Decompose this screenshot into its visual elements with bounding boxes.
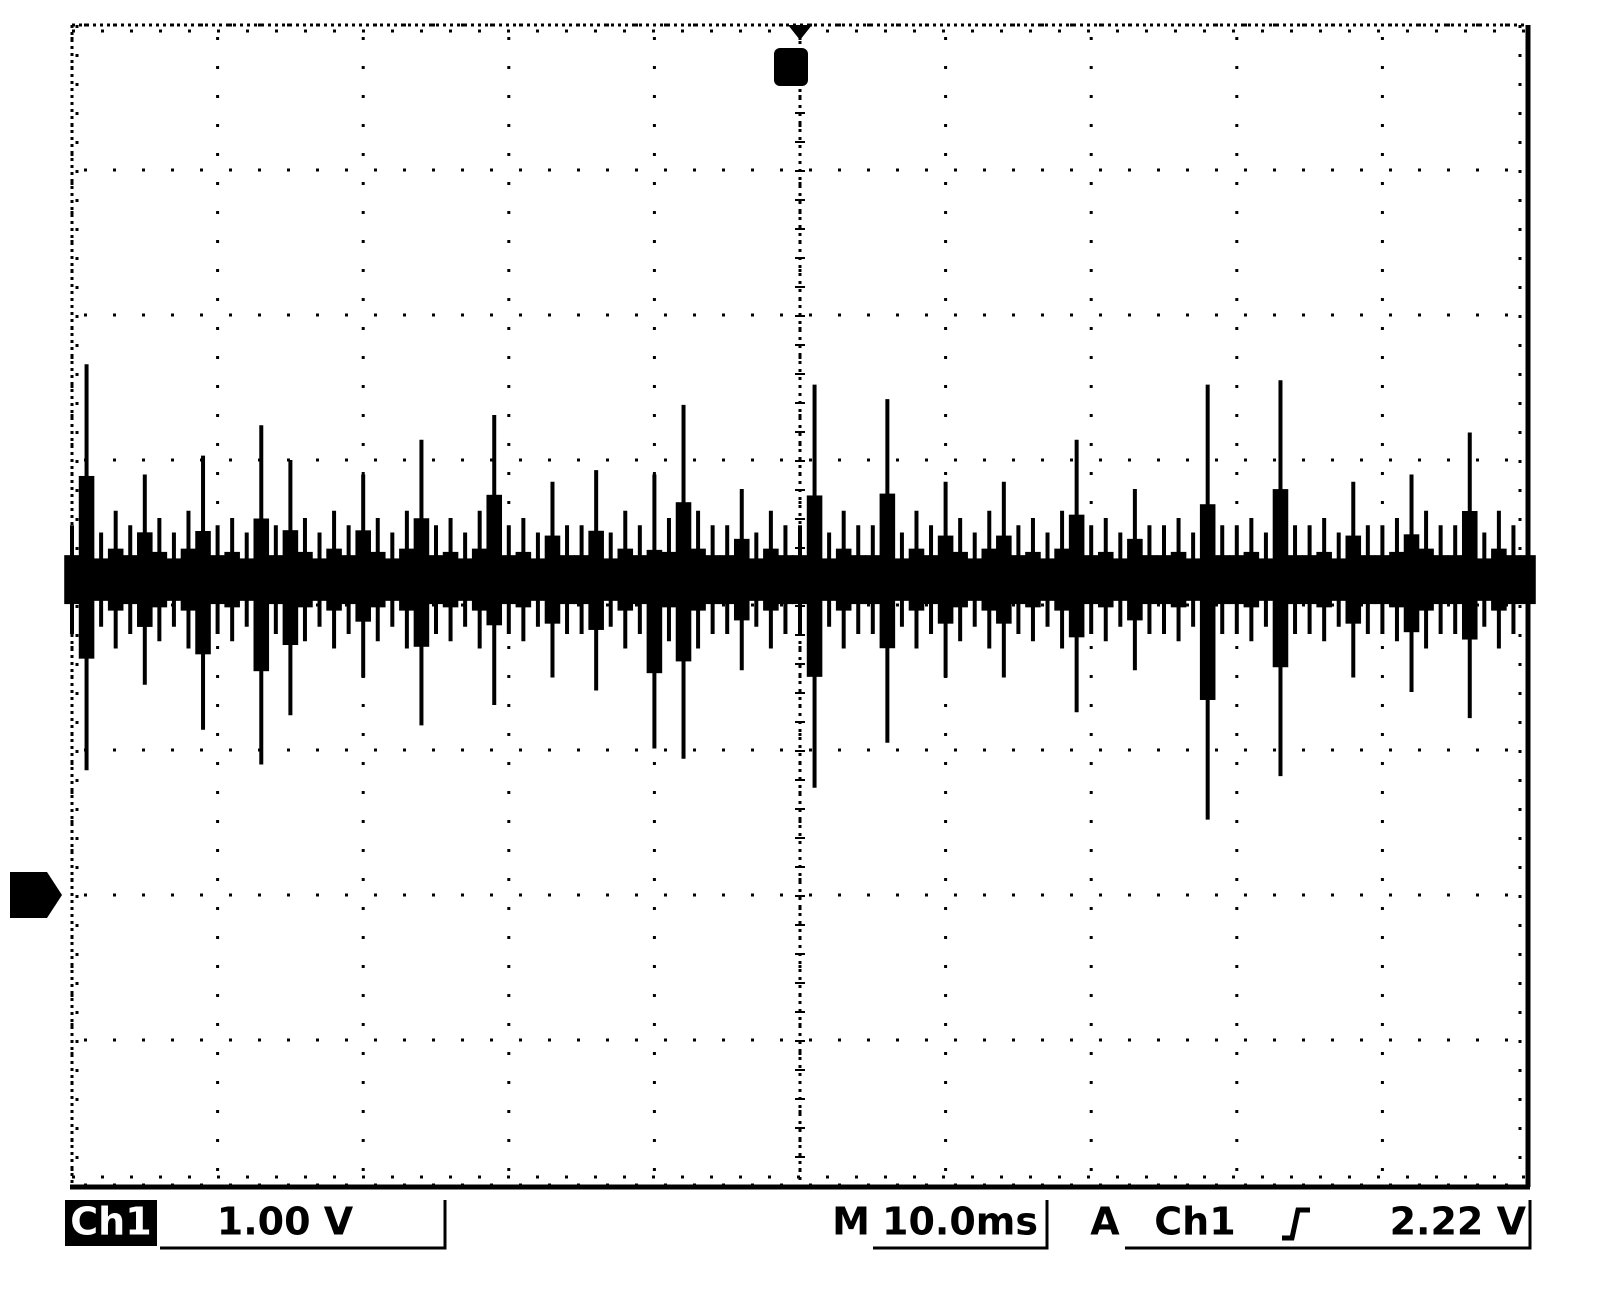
timebase-label: 10.0ms <box>882 1200 1038 1244</box>
trigger-slope-icon <box>1282 1207 1310 1241</box>
ground-marker-group: 1 <box>10 872 62 918</box>
channel-label-box <box>65 1200 157 1246</box>
timebase-prefix: M <box>832 1200 870 1244</box>
trace <box>64 364 1536 820</box>
timebase-box <box>873 1200 1049 1250</box>
trigger-source: Ch1 <box>1154 1200 1235 1244</box>
channel-label: Ch1 <box>70 1200 151 1244</box>
trigger-arrow <box>788 25 812 40</box>
trigger-level-label: 2.22 V <box>1390 1200 1527 1244</box>
scale-box <box>160 1200 447 1250</box>
trigger-marker: T <box>781 50 800 83</box>
ground-marker: 1 <box>18 874 42 914</box>
ground-marker-box <box>10 872 62 918</box>
trigger-mode: A <box>1090 1200 1120 1244</box>
trigger-marker-box <box>774 48 808 86</box>
scale-label: 1.00 V <box>217 1200 354 1244</box>
trigger-box <box>1125 1200 1532 1250</box>
